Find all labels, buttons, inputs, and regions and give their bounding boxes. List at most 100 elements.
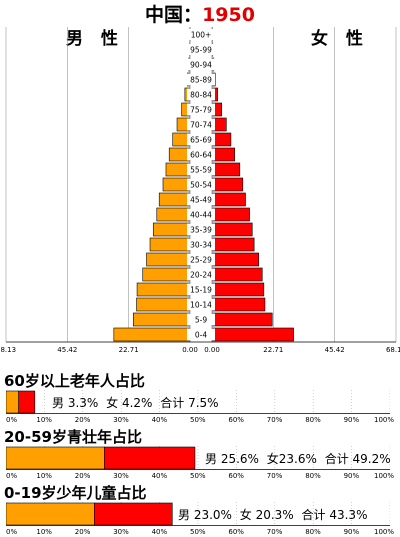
age-label-box — [187, 313, 215, 326]
share-tick-label: 10% — [36, 416, 52, 424]
female-bar-50-54 — [211, 177, 244, 192]
age-label-60-64: 60-64 — [190, 151, 212, 160]
share-tick-label: 100% — [374, 528, 395, 536]
male-bar-45-49 — [158, 192, 191, 207]
share-tick-label: 40% — [151, 416, 168, 424]
share-female-bar — [18, 390, 36, 414]
youth-share-title: 0-19岁少年儿童占比 — [4, 484, 147, 502]
age-label-15-19: 15-19 — [190, 286, 212, 295]
share-tick-label: 100% — [374, 472, 395, 480]
share-female-bar — [104, 446, 196, 470]
share-tick-label: 100% — [374, 416, 395, 424]
share-tick-label: 0% — [6, 416, 18, 424]
share-tick-label: 60% — [228, 472, 244, 480]
male-bar-35-39 — [152, 222, 191, 237]
age-label-50-54: 50-54 — [190, 181, 212, 190]
share-tick-label: 20% — [74, 528, 91, 536]
age-label-box — [187, 238, 215, 251]
adult-share-female: 女23.6% — [266, 452, 317, 466]
share-female-bar — [94, 502, 173, 526]
adult-share-legend: 男 25.6% 女23.6% 合计 49.2% — [205, 452, 395, 466]
title-year: 1950 — [202, 4, 255, 26]
youth-share-chart — [6, 502, 390, 526]
age-label-box — [187, 298, 215, 311]
share-tick-label: 80% — [305, 416, 321, 424]
age-label-5-9: 5-9 — [195, 316, 207, 325]
age-label-box — [187, 163, 215, 176]
age-label-box — [187, 43, 215, 56]
male-bar-55-59 — [165, 162, 191, 177]
age-label-box — [187, 73, 215, 86]
adult-share-total: 合计 49.2% — [324, 452, 391, 466]
share-tick-label: 20% — [74, 472, 91, 480]
age-label-box — [187, 223, 215, 236]
age-label-box — [187, 133, 215, 146]
age-label-box — [187, 328, 215, 341]
adult-share-chart — [6, 446, 390, 470]
elderly-share-female: 女 4.2% — [106, 396, 153, 410]
youth-share-legend: 男 23.0% 女 20.3% 合计 43.3% — [178, 508, 371, 522]
age-label-55-59: 55-59 — [190, 166, 212, 175]
female-bar-10-14 — [211, 297, 266, 312]
share-tick-label: 30% — [113, 472, 129, 480]
share-tick-label: 50% — [190, 472, 206, 480]
male-label: 男 性 — [66, 29, 124, 49]
share-tick-label: 80% — [305, 528, 321, 536]
age-label-35-39: 35-39 — [190, 226, 212, 235]
age-label-75-79: 75-79 — [190, 106, 212, 115]
female-bar-5-9 — [211, 312, 273, 327]
age-label-90-94: 90-94 — [190, 61, 212, 70]
age-label-box — [187, 178, 215, 191]
share-tick-label: 90% — [343, 528, 360, 536]
share-tick-label: 0% — [6, 472, 18, 480]
age-label-box — [187, 193, 215, 206]
male-tick-label: 45.42 — [57, 346, 77, 354]
male-tick-label: 22.71 — [119, 346, 139, 354]
age-label-20-24: 20-24 — [190, 271, 212, 280]
age-label-70-74: 70-74 — [190, 121, 212, 130]
share-tick-label: 30% — [113, 528, 129, 536]
male-tick-label: 68.13 — [0, 346, 16, 354]
share-tick-label: 50% — [190, 528, 206, 536]
age-label-box — [187, 103, 215, 116]
age-label-box — [187, 253, 215, 266]
share-tick-label: 90% — [343, 472, 360, 480]
age-label-100+: 100+ — [191, 31, 212, 40]
female-tick-label: 45.42 — [325, 346, 345, 354]
share-tick-label: 10% — [36, 528, 52, 536]
age-label-10-14: 10-14 — [190, 301, 212, 310]
elderly-share-title: 60岁以上老年人占比 — [4, 372, 145, 390]
share-tick-label: 60% — [228, 416, 244, 424]
age-label-box — [187, 88, 215, 101]
age-label-30-34: 30-34 — [190, 241, 212, 250]
share-tick-label: 50% — [190, 416, 206, 424]
female-tick-label: 22.71 — [263, 346, 283, 354]
elderly-share-male: 男 3.3% — [52, 396, 99, 410]
title-country: 中国 — [145, 4, 184, 26]
share-male-bar — [6, 502, 95, 526]
male-bar-5-9 — [132, 312, 191, 327]
elderly-share-total: 合计 7.5% — [160, 396, 219, 410]
share-tick-label: 70% — [266, 472, 283, 480]
age-label-95-99: 95-99 — [190, 46, 212, 55]
chart-title: 中国：1950 — [0, 3, 400, 27]
age-label-box — [187, 208, 215, 221]
elderly-share-legend: 男 3.3% 女 4.2% 合计 7.5% — [52, 396, 223, 410]
share-tick-label: 20% — [74, 416, 91, 424]
age-label-0-4: 0-4 — [195, 331, 207, 340]
female-label: 女 性 — [311, 29, 369, 49]
age-label-65-69: 65-69 — [190, 136, 212, 145]
age-label-85-89: 85-89 — [190, 76, 212, 85]
male-bar-15-19 — [136, 282, 191, 297]
adult-share-male: 男 25.6% — [205, 452, 259, 466]
female-bar-45-49 — [211, 192, 246, 207]
female-bar-30-34 — [211, 237, 255, 252]
age-label-box — [187, 58, 215, 71]
youth-share-male: 男 23.0% — [178, 508, 232, 522]
adult-share-title: 20-59岁青壮年占比 — [4, 428, 142, 446]
male-bar-50-54 — [162, 177, 191, 192]
population-pyramid: 100+ 95-99 90-94 85-89 80-84 75-79 70-74 65-69 6… — [0, 27, 400, 354]
share-tick-label: 10% — [36, 472, 52, 480]
female-bar-20-24 — [211, 267, 263, 282]
female-bar-40-44 — [211, 207, 250, 222]
